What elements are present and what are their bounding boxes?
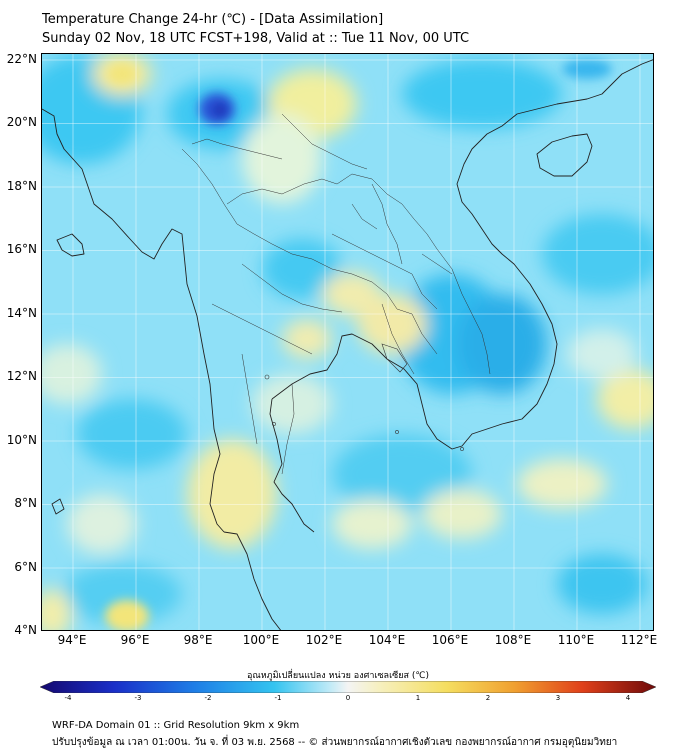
lat-label-20n: 20°N — [6, 115, 37, 129]
lon-label-106e: 106°E — [431, 633, 469, 647]
lon-label-108e: 108°E — [494, 633, 532, 647]
colorbar-tick: 2 — [485, 694, 491, 702]
coastlines — [42, 59, 653, 630]
colorbar-tick: 3 — [555, 694, 561, 702]
colorbar-tick: -4 — [64, 694, 72, 702]
lat-label-22n: 22°N — [6, 52, 37, 66]
lon-label-112e: 112°E — [620, 633, 658, 647]
graticule — [42, 54, 653, 630]
colorbar-tick: 0 — [345, 694, 351, 702]
map-background — [42, 54, 653, 630]
lat-label-8n: 8°N — [14, 496, 37, 510]
colorbar-tick: 1 — [415, 694, 421, 702]
admin-borders — [181, 113, 491, 475]
temperature-change-map — [41, 53, 654, 631]
lat-label-16n: 16°N — [6, 242, 37, 256]
colorbar — [40, 681, 656, 693]
footer-domain-info: WRF-DA Domain 01 :: Grid Resolution 9km … — [52, 720, 300, 731]
colorbar-label: อุณหภูมิเปลี่ยนแปลง หน่วย องศาเซลเซียส (… — [246, 671, 430, 681]
lon-label-94e: 94°E — [57, 633, 87, 647]
lon-label-98e: 98°E — [183, 633, 213, 647]
footer-update-info: ปรับปรุงข้อมูล ณ เวลา 01:00น. วัน จ. ที่… — [52, 737, 618, 748]
lon-label-96e: 96°E — [120, 633, 150, 647]
lat-label-12n: 12°N — [6, 369, 37, 383]
lon-label-100e: 100°E — [242, 633, 280, 647]
lat-label-4n: 4°N — [14, 623, 37, 637]
warm-spot — [105, 600, 149, 630]
chart-title: Temperature Change 24-hr (℃) - [Data Ass… — [42, 12, 384, 27]
lat-label-6n: 6°N — [14, 560, 37, 574]
colorbar-tick: -2 — [204, 694, 212, 702]
lat-label-10n: 10°N — [6, 433, 37, 447]
colorbar-tick: -1 — [274, 694, 282, 702]
colorbar-tick: 4 — [625, 694, 631, 702]
chart-subtitle: Sunday 02 Nov, 18 UTC FCST+198, Valid at… — [42, 31, 470, 46]
lat-label-18n: 18°N — [6, 179, 37, 193]
lon-label-110e: 110°E — [557, 633, 595, 647]
lon-label-102e: 102°E — [305, 633, 343, 647]
lon-label-104e: 104°E — [368, 633, 406, 647]
colorbar-tick: -3 — [134, 694, 142, 702]
lat-label-14n: 14°N — [6, 306, 37, 320]
